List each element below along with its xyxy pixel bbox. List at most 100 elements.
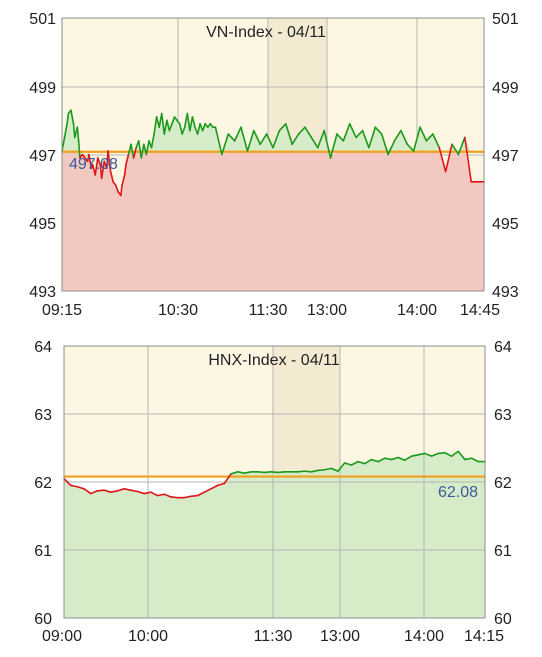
vn-down-fill bbox=[62, 151, 484, 291]
hnx-y-tick-61-left: 61 bbox=[34, 543, 52, 560]
hnx-chart-title: HNX-Index - 04/11 bbox=[208, 352, 339, 369]
hnx-line-segment bbox=[63, 477, 72, 487]
vn-line-segment bbox=[240, 126, 249, 152]
hnx-line-segment bbox=[444, 451, 453, 457]
vn-line-segment bbox=[107, 150, 112, 173]
hnx-plot-border bbox=[63, 345, 486, 619]
vn-line-segment bbox=[323, 129, 332, 159]
hnx-line-segment bbox=[263, 470, 272, 474]
hnx-line-segment bbox=[470, 457, 480, 463]
hnx-y-tick-62-left: 62 bbox=[34, 475, 52, 492]
hnx-line-segment bbox=[230, 470, 239, 475]
vn-line-segment bbox=[259, 133, 268, 146]
vn-x-tick-0915: 09:15 bbox=[42, 302, 82, 319]
hnx-line-segment bbox=[156, 493, 166, 497]
hnx-line-segment bbox=[363, 458, 373, 465]
hnx-line-segment bbox=[116, 487, 125, 492]
hnx-y-tick-60-right: 60 bbox=[494, 611, 512, 628]
hnx-line-segment bbox=[196, 491, 206, 497]
hnx-line-segment bbox=[323, 467, 333, 471]
vn-y-tick-493-left: 493 bbox=[29, 284, 56, 301]
vn-y-axis-left: 501 499 497 495 493 bbox=[29, 11, 56, 301]
vn-reference-label: 497.08 bbox=[69, 156, 118, 173]
hnx-line-segment bbox=[210, 484, 219, 490]
vn-line-segment bbox=[88, 153, 93, 169]
vn-line-segment bbox=[221, 133, 230, 156]
vn-line-segment bbox=[140, 143, 145, 159]
hnx-line-segment bbox=[76, 485, 85, 490]
vn-line-segment bbox=[63, 122, 68, 139]
hnx-x-tick-1415: 14:15 bbox=[464, 628, 504, 645]
vn-line-segment bbox=[368, 126, 377, 149]
vn-line-segment bbox=[329, 133, 338, 159]
vn-line-segment bbox=[419, 126, 428, 142]
hnx-x-tick-0900: 09:00 bbox=[42, 628, 82, 645]
vn-price-lines bbox=[61, 109, 485, 197]
vn-line-segment bbox=[171, 116, 176, 125]
vn-line-segment bbox=[316, 129, 325, 149]
hnx-x-tick-1400: 14:00 bbox=[404, 628, 444, 645]
vn-line-segment bbox=[137, 140, 143, 159]
vn-line-segment bbox=[166, 119, 171, 132]
vn-line-segment bbox=[457, 136, 466, 156]
vn-y-tick-501-right: 501 bbox=[492, 11, 519, 28]
vn-line-segment bbox=[310, 136, 319, 149]
vn-y-tick-495-left: 495 bbox=[29, 216, 56, 233]
hnx-line-segment bbox=[130, 489, 139, 493]
vn-y-axis-right: 501 499 497 495 493 bbox=[492, 11, 519, 301]
vn-line-segment bbox=[464, 136, 473, 183]
vn-line-segment bbox=[387, 140, 396, 156]
hnx-up-fill bbox=[64, 451, 485, 618]
hnx-index-chart: HNX-Index - 04/11 62.08 64 63 62 61 60 6… bbox=[34, 339, 512, 645]
hnx-line-segment bbox=[370, 458, 379, 463]
vn-line-segment bbox=[201, 122, 207, 132]
vn-line-segment bbox=[361, 129, 370, 149]
hnx-line-segment bbox=[83, 487, 92, 495]
vn-line-segment bbox=[100, 160, 105, 180]
vn-line-segment bbox=[121, 174, 126, 187]
hnx-line-segment bbox=[89, 490, 99, 495]
vn-index-chart: VN-Index - 04/11 497.08 501 499 497 495 … bbox=[29, 11, 519, 319]
hnx-line-segment bbox=[357, 460, 366, 465]
vn-line-segment bbox=[444, 143, 453, 173]
hnx-y-tick-64-right: 64 bbox=[494, 339, 512, 356]
vn-line-segment bbox=[355, 129, 364, 139]
hnx-line-segment bbox=[96, 489, 105, 492]
vn-line-segment bbox=[336, 133, 345, 142]
hnx-y-tick-64-left: 64 bbox=[34, 339, 52, 356]
vn-line-segment bbox=[348, 122, 357, 139]
vn-line-segment bbox=[66, 112, 70, 125]
hnx-line-segment bbox=[297, 470, 306, 473]
vn-line-segment bbox=[125, 153, 130, 166]
vn-line-segment bbox=[153, 116, 158, 135]
hnx-line-segment bbox=[223, 473, 232, 485]
hnx-line-segment bbox=[397, 456, 406, 462]
hnx-price-lines bbox=[63, 450, 486, 499]
hnx-x-axis: 09:00 10:00 11:30 13:00 14:00 14:15 bbox=[42, 628, 504, 645]
vn-line-segment bbox=[400, 129, 409, 146]
hnx-line-segment bbox=[337, 462, 346, 472]
hnx-y-tick-61-right: 61 bbox=[494, 543, 512, 560]
hnx-line-segment bbox=[377, 457, 386, 463]
vn-line-segment bbox=[438, 146, 447, 173]
hnx-line-segment bbox=[383, 457, 393, 461]
hnx-line-segment bbox=[310, 469, 319, 473]
vn-y-tick-495-right: 495 bbox=[492, 216, 519, 233]
vn-line-segment bbox=[374, 126, 383, 135]
hnx-line-segment bbox=[123, 487, 132, 491]
hnx-line-segment bbox=[190, 494, 199, 498]
hnx-y-axis-right: 64 63 62 61 60 bbox=[494, 339, 512, 628]
hnx-line-segment bbox=[417, 452, 426, 456]
vn-line-segment bbox=[94, 157, 99, 176]
vn-x-axis: 09:15 10:30 11:30 13:00 14:00 14:45 bbox=[42, 302, 500, 319]
hnx-line-segment bbox=[69, 484, 79, 488]
vn-line-segment bbox=[145, 140, 150, 156]
vn-x-tick-1300: 13:00 bbox=[307, 302, 347, 319]
vn-line-segment bbox=[233, 126, 242, 142]
hnx-line-segment bbox=[103, 489, 112, 494]
vn-line-segment bbox=[425, 133, 434, 142]
vn-line-segment bbox=[130, 143, 135, 159]
hnx-line-segment bbox=[303, 470, 313, 473]
hnx-line-segment bbox=[330, 467, 339, 472]
hnx-y-tick-63-left: 63 bbox=[34, 407, 52, 424]
